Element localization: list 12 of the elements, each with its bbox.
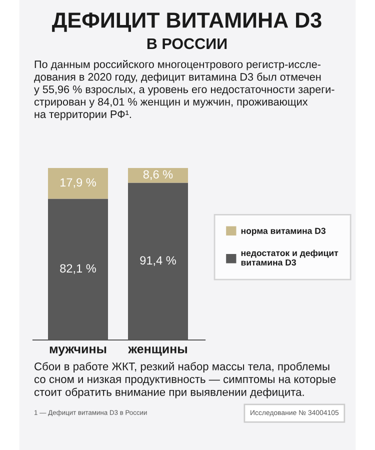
x-tick-label: мужчины bbox=[50, 346, 106, 356]
chart-subtitle: В РОССИИ bbox=[147, 38, 227, 50]
legend-label: недостаток и дефицит витамина D3 bbox=[241, 250, 338, 266]
chart-title: ДЕФИЦИТ ВИТАМИНА D3 bbox=[52, 12, 322, 32]
x-tick-label: женщины bbox=[128, 346, 187, 356]
data-label: 17,9 % bbox=[60, 178, 96, 188]
legend-label: норма витамина D3 bbox=[241, 228, 326, 236]
text: Сбои в работе ЖКТ, резкий набор массы тела, проблемы со сном и низкая продуктивность — симптомы на которые стоит обратить внимание при выявлении дефицита. bbox=[34, 362, 336, 398]
data-label: 82,1 % bbox=[60, 264, 96, 274]
data-label: 8,6 % bbox=[143, 170, 173, 180]
data-label: 91,4 % bbox=[140, 256, 176, 266]
text: По данным российского многоцентрового регистр-иссле- дования в 2020 году, дефицит витамина D3 был отмечен у 55,96 % взрослых, а уровень его недостаточности зареги- стрирован у 84,01 % женщин и мужчин, проживающих на территории РФ¹. bbox=[34, 60, 334, 120]
